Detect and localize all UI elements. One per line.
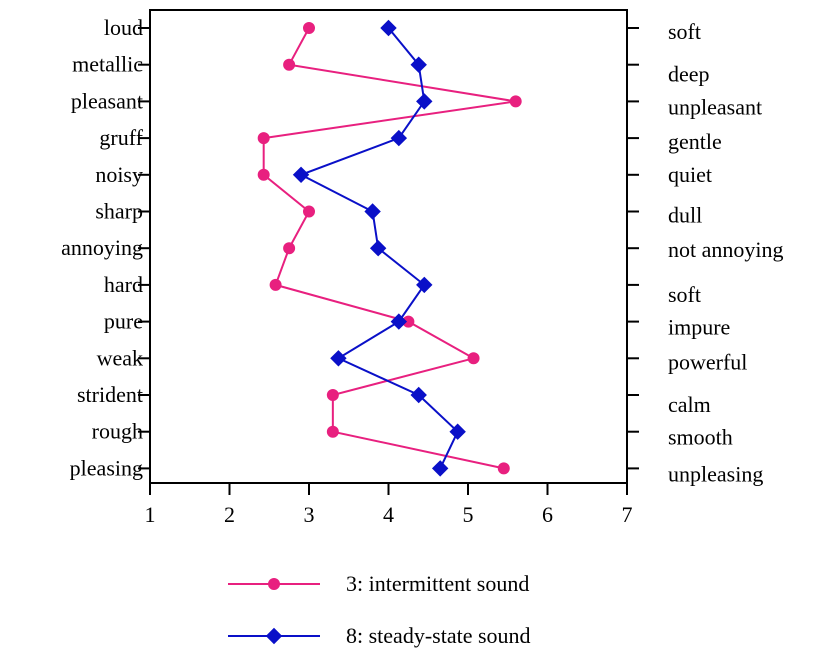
data-point — [390, 129, 408, 147]
x-tick-label: 3 — [304, 502, 315, 527]
left-adjective-labels: loud metallic pleasant gruff noisy sharp annoy… — [61, 15, 144, 480]
data-point — [390, 313, 408, 330]
series-layer — [257, 19, 522, 477]
data-point — [330, 350, 347, 367]
legend-label: 3: intermittent sound — [346, 571, 529, 596]
data-point — [364, 203, 381, 220]
x-tick-labels: 1 2 3 4 5 6 7 — [145, 502, 633, 527]
data-point — [410, 386, 427, 404]
data-point — [497, 462, 510, 475]
data-point — [292, 166, 310, 184]
legend-marker — [265, 627, 283, 645]
data-point — [416, 93, 433, 110]
left-label-metallic: metallic — [72, 52, 143, 77]
data-point — [369, 239, 387, 257]
data-point — [326, 389, 339, 401]
legend-entry-8-steady-state-sound: 8: steady-state sound — [228, 623, 531, 648]
right-label-soft: soft — [668, 282, 701, 307]
left-label-strident: strident — [77, 382, 143, 407]
data-point — [449, 423, 466, 440]
legend-label: 8: steady-state sound — [346, 623, 531, 648]
left-label-gruff: gruff — [99, 125, 143, 150]
right-label-deep: deep — [668, 62, 710, 87]
data-point — [257, 168, 270, 181]
left-label-noisy: noisy — [95, 162, 143, 187]
left-label-loud: loud — [104, 15, 143, 40]
right-label-impure: impure — [668, 315, 730, 340]
right-label-dull: dull — [668, 203, 702, 228]
right-axis-ticks — [627, 27, 639, 470]
right-label-unpleasing: unpleasing — [668, 461, 763, 486]
series-line — [262, 27, 516, 470]
data-point — [380, 19, 397, 37]
right-label-not-annoying: not annoying — [668, 237, 784, 262]
right-label-quiet: quiet — [668, 162, 712, 187]
series-3-intermittent-sound — [257, 22, 522, 475]
right-adjective-labels: soft deep unpleasant gentle quiet dull not ann… — [668, 19, 784, 486]
legend-marker — [268, 578, 280, 590]
data-point — [416, 276, 433, 294]
data-point — [283, 58, 296, 71]
data-point — [410, 56, 427, 73]
left-label-pleasant: pleasant — [71, 88, 143, 113]
left-label-rough: rough — [92, 419, 143, 444]
left-label-annoying: annoying — [61, 235, 143, 260]
x-tick-label: 5 — [463, 502, 474, 527]
data-point — [509, 95, 522, 108]
data-point — [326, 425, 339, 438]
legend: 3: intermittent sound 8: steady-state sou… — [228, 571, 531, 648]
right-label-calm: calm — [668, 392, 711, 417]
right-label-gentle: gentle — [668, 129, 722, 154]
left-label-hard: hard — [104, 272, 143, 297]
x-tick-label: 2 — [224, 502, 235, 527]
left-label-sharp: sharp — [95, 199, 143, 224]
data-point — [467, 352, 480, 365]
data-point — [283, 242, 296, 255]
right-label-powerful: powerful — [668, 349, 747, 374]
data-point — [303, 22, 315, 34]
x-tick-label: 7 — [622, 502, 633, 527]
data-point — [303, 205, 315, 218]
left-label-pleasing: pleasing — [70, 455, 143, 480]
data-point — [431, 460, 449, 477]
data-point — [269, 278, 282, 291]
x-tick-label: 4 — [383, 502, 394, 527]
legend-entry-3-intermittent-sound: 3: intermittent sound — [228, 571, 529, 596]
bottom-axis-ticks — [149, 483, 628, 495]
right-label-unpleasant: unpleasant — [668, 94, 762, 119]
x-tick-label: 1 — [145, 502, 156, 527]
left-label-pure: pure — [104, 309, 143, 334]
data-point — [257, 132, 270, 145]
right-label-soft: soft — [668, 19, 701, 44]
left-label-weak: weak — [97, 345, 143, 370]
right-label-smooth: smooth — [668, 425, 733, 450]
left-axis-ticks — [138, 27, 150, 470]
series-8-steady-state-sound — [292, 19, 466, 477]
x-tick-label: 6 — [542, 502, 553, 527]
